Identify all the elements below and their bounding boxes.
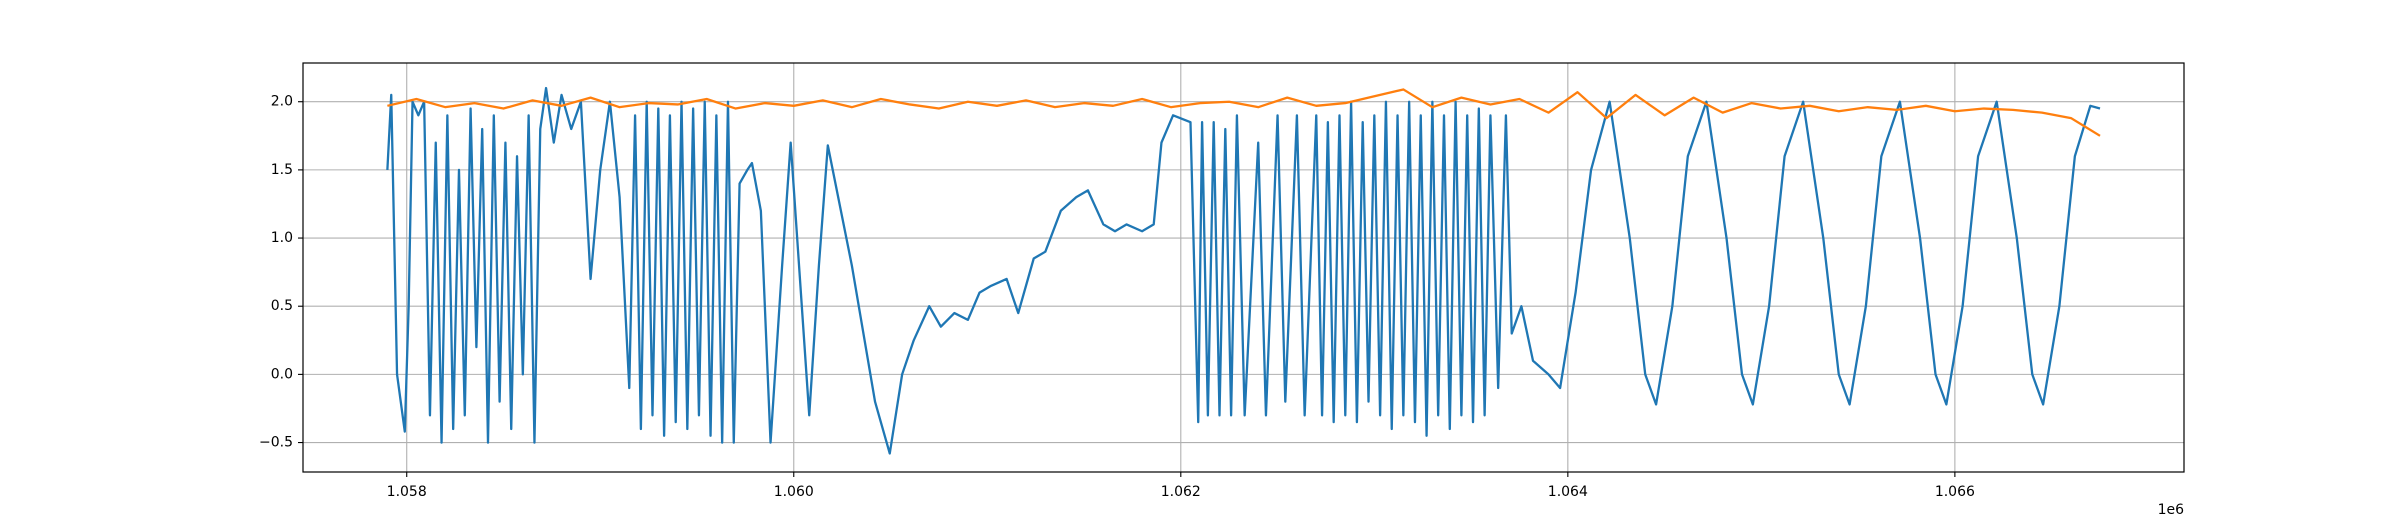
y-tick-label: 1.5 bbox=[271, 162, 293, 178]
x-tick-label: 1.060 bbox=[774, 484, 814, 500]
data-line bbox=[386, 86, 2101, 455]
x-tick-label: 1.062 bbox=[1161, 484, 1201, 500]
x-tick-label: 1.064 bbox=[1548, 484, 1588, 500]
x-tick-label: 1.066 bbox=[1935, 484, 1975, 500]
y-tick-label: 2.0 bbox=[271, 94, 293, 110]
ticks: 1.058 1.060 1.062 1.064 1.066 −0.5 0.0 0.5 1.0 1.… bbox=[259, 94, 1975, 500]
grid bbox=[303, 63, 2184, 472]
x-tick-label: 1.058 bbox=[387, 484, 427, 500]
data-line bbox=[387, 88, 2101, 137]
y-tick-label: −0.5 bbox=[259, 435, 293, 451]
y-tick-label: 0.0 bbox=[271, 366, 293, 382]
lines bbox=[386, 86, 2101, 455]
x-offset-label: 1e6 bbox=[2158, 502, 2185, 518]
plot-frame bbox=[302, 62, 2185, 473]
y-tick-label: 1.0 bbox=[271, 230, 293, 246]
y-tick-label: 0.5 bbox=[271, 298, 293, 314]
